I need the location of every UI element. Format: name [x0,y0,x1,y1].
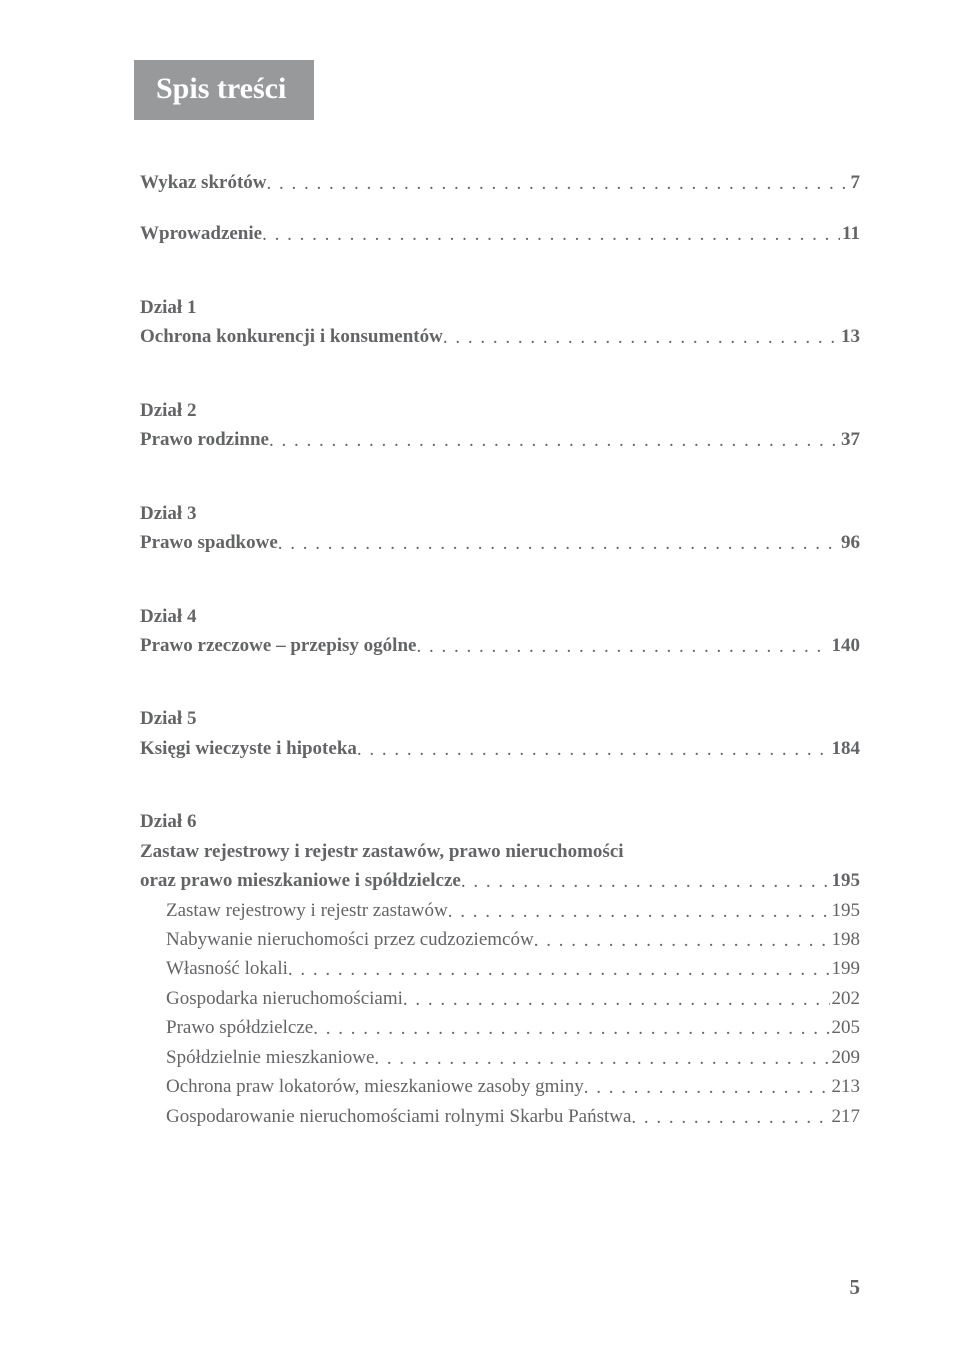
toc-label: Gospodarka nieruchomościami [166,984,403,1013]
toc-label: Prawo rodzinne [140,425,269,454]
toc-row: Prawo spadkowe 96 [140,528,860,557]
toc-label: Wprowadzenie [140,219,262,248]
toc-gap [140,249,860,271]
toc-leader-dots [443,323,839,352]
toc-row: Prawo rodzinne 37 [140,425,860,454]
toc-page-number: 37 [839,425,860,454]
toc-leader-dots [416,632,829,661]
toc-page-number: 195 [830,866,861,895]
toc-section-heading: Dział 2 [140,396,860,425]
toc-section-heading: Dział 1 [140,293,860,322]
toc-row: Księgi wieczyste i hipoteka 184 [140,734,860,763]
toc-leader-dots [278,529,839,558]
toc-label: Prawo spadkowe [140,528,278,557]
toc-leader-dots [461,867,830,896]
toc-page-number: 217 [830,1102,861,1131]
toc-section-heading: Dział 6 [140,807,860,836]
toc-label: Ochrona praw lokatorów, mieszkaniowe zas… [166,1072,584,1101]
toc-gap [140,763,860,785]
toc-row: Ochrona praw lokatorów, mieszkaniowe zas… [140,1072,860,1101]
toc-row: Prawo rzeczowe – przepisy ogólne 140 [140,631,860,660]
toc-label: Nabywanie nieruchomości przez cudzoziemc… [166,925,534,954]
toc-gap [140,455,860,477]
toc-page-number: 140 [830,631,861,660]
table-of-contents: Wykaz skrótów7Wprowadzenie11Dział 1Ochro… [140,168,860,1131]
toc-leader-dots [313,1014,829,1043]
toc-section-heading: Dział 5 [140,704,860,733]
document-page: Spis treści Wykaz skrótów 7 Wprowadzenie 11… [0,0,960,1171]
toc-label: Zastaw rejestrowy i rejestr zastawów, pr… [140,837,624,866]
toc-section-heading: Dział 3 [140,499,860,528]
page-number: 5 [850,1275,861,1300]
toc-row: Wykaz skrótów 7 [140,168,860,197]
toc-gap [140,660,860,682]
toc-label: Prawo rzeczowe – przepisy ogólne [140,631,416,660]
toc-gap [140,352,860,374]
toc-page-number: 199 [830,954,861,983]
toc-leader-dots [534,926,830,955]
toc-leader-dots [448,897,830,926]
toc-leader-dots [357,735,830,764]
toc-page-number: 7 [849,168,861,197]
toc-page-number: 96 [839,528,860,557]
toc-gap [140,558,860,580]
toc-page-number: 184 [830,734,861,763]
toc-label: oraz prawo mieszkaniowe i spółdzielcze [140,866,461,895]
toc-row: Prawo spółdzielcze 205 [140,1013,860,1042]
toc-section-heading: Dział 4 [140,602,860,631]
toc-label: Własność lokali [166,954,288,983]
toc-label: Ochrona konkurencji i konsumentów [140,322,443,351]
toc-page-number: 195 [830,896,861,925]
toc-label: Księgi wieczyste i hipoteka [140,734,357,763]
toc-row: Zastaw rejestrowy i rejestr zastawów, pr… [140,837,860,866]
toc-page-number: 11 [840,219,860,248]
toc-leader-dots [584,1073,830,1102]
toc-label: Prawo spółdzielcze [166,1013,313,1042]
toc-leader-dots [288,955,830,984]
toc-row: Gospodarowanie nieruchomościami rolnymi … [140,1102,860,1131]
toc-label: Zastaw rejestrowy i rejestr zastawów [166,896,448,925]
toc-row: Ochrona konkurencji i konsumentów 13 [140,322,860,351]
toc-gap [140,197,860,219]
toc-page-number: 198 [830,925,861,954]
toc-page-number: 13 [839,322,860,351]
toc-leader-dots [269,426,839,455]
toc-page-number: 202 [830,984,861,1013]
toc-leader-dots [631,1103,829,1132]
page-title: Spis treści [134,60,314,120]
toc-label: Wykaz skrótów [140,168,267,197]
toc-label: Gospodarowanie nieruchomościami rolnymi … [166,1102,631,1131]
toc-page-number: 209 [830,1043,861,1072]
toc-row: Spółdzielnie mieszkaniowe 209 [140,1043,860,1072]
toc-row: Zastaw rejestrowy i rejestr zastawów 195 [140,896,860,925]
toc-row: Nabywanie nieruchomości przez cudzoziemc… [140,925,860,954]
toc-page-number: 205 [830,1013,861,1042]
toc-page-number: 213 [830,1072,861,1101]
toc-leader-dots [262,220,840,249]
toc-row: Gospodarka nieruchomościami 202 [140,984,860,1013]
toc-row: Wprowadzenie 11 [140,219,860,248]
toc-leader-dots [267,169,849,198]
toc-row: Własność lokali 199 [140,954,860,983]
toc-row: oraz prawo mieszkaniowe i spółdzielcze 19… [140,866,860,895]
toc-leader-dots [374,1044,829,1073]
toc-label: Spółdzielnie mieszkaniowe [166,1043,374,1072]
toc-leader-dots [403,985,830,1014]
